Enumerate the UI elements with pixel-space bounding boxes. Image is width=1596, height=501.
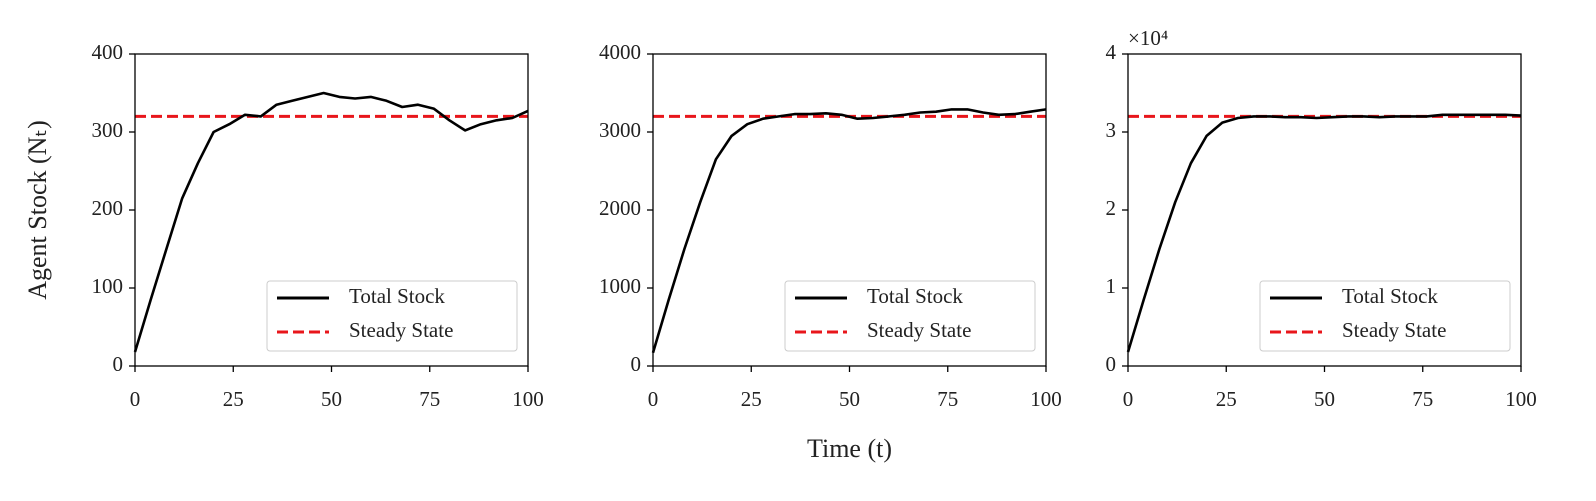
y-tick-label: 300 [92,118,124,142]
x-tick-label: 0 [1123,387,1134,411]
x-tick-label: 50 [1314,387,1335,411]
y-tick-label: 0 [113,352,124,376]
panel: 0 25 50 75 100 0 1 2 3 4 ×10⁴ Total Stock Steady Sta… [1106,26,1537,411]
y-tick-label: 3000 [599,118,641,142]
x-axis-label: Time (t) [807,434,892,463]
x-tick-label: 50 [321,387,342,411]
x-tick-label: 0 [130,387,141,411]
legend-box [784,280,1036,352]
y-tick-label: 1000 [599,274,641,298]
y-tick-label: 2000 [599,196,641,220]
y-offset-label: ×10⁴ [1128,26,1168,50]
x-tick-label: 75 [419,387,440,411]
stock-line [1126,113,1522,353]
y-tick-label: 0 [631,352,642,376]
stock-line [133,91,529,353]
legend: Total Stock Steady State [1259,280,1511,352]
panel: 0 25 50 75 100 0 100 200 300 400 Agent Stock (Nₜ) T… [23,40,544,411]
stock-line [651,108,1047,354]
y-tick-label: 3 [1106,118,1117,142]
legend-label: Total Stock [867,284,963,308]
x-tick-label: 100 [1505,387,1537,411]
x-tick-label: 75 [937,387,958,411]
y-tick-label: 2 [1106,196,1117,220]
y-tick-label: 4000 [599,40,641,64]
y-tick-label: 400 [92,40,124,64]
y-tick-label: 1 [1106,274,1117,298]
legend-label: Steady State [867,318,971,342]
x-tick-label: 50 [839,387,860,411]
y-tick-label: 100 [92,274,124,298]
legend: Total Stock Steady State [266,280,518,352]
x-tick-label: 100 [1030,387,1062,411]
legend-label: Steady State [1342,318,1446,342]
y-tick-label: 200 [92,196,124,220]
x-tick-label: 25 [741,387,762,411]
legend-box [266,280,518,352]
y-axis-label: Agent Stock (Nₜ) [23,120,52,300]
x-tick-label: 75 [1412,387,1433,411]
y-tick-label: 0 [1106,352,1117,376]
y-tick-label: 4 [1106,40,1117,64]
legend-label: Steady State [349,318,453,342]
x-tick-label: 100 [512,387,544,411]
legend-box [1259,280,1511,352]
legend: Total Stock Steady State [784,280,1036,352]
x-tick-label: 25 [1216,387,1237,411]
x-tick-label: 25 [223,387,244,411]
legend-label: Total Stock [1342,284,1438,308]
x-tick-label: 0 [648,387,659,411]
legend-label: Total Stock [349,284,445,308]
